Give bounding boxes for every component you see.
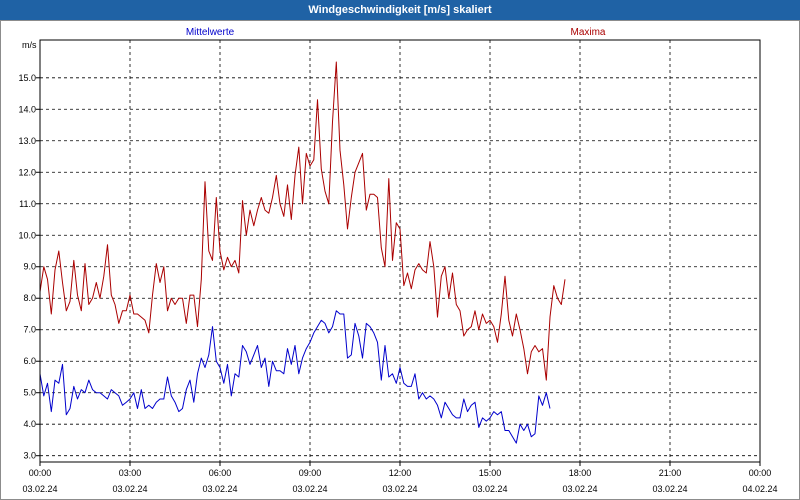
y-tick-label: 9.0	[23, 262, 36, 272]
x-tick-date: 04.02.24	[742, 484, 777, 494]
y-tick-label: 5.0	[23, 388, 36, 398]
x-tick-time: 00:00	[749, 468, 772, 478]
y-tick-label: 4.0	[23, 419, 36, 429]
chart-title-bar: Windgeschwindigkeit [m/s] skaliert	[0, 0, 800, 20]
x-tick-time: 15:00	[479, 468, 502, 478]
x-tick-time: 03:00	[119, 468, 142, 478]
x-tick-date: 03.02.24	[562, 484, 597, 494]
y-axis: 3.0 4.0 5.0 6.0 7.0 8.0 9.0 10.0 11.0 12.0 13.0 14.…	[18, 73, 40, 461]
legend-maxima: Maxima	[570, 27, 605, 38]
y-tick-label: 12.0	[18, 167, 36, 177]
series-line-maxima	[39, 61, 566, 381]
series-line-mittelwerte	[39, 310, 551, 444]
y-unit-label: m/s	[22, 40, 37, 50]
x-tick-time: 12:00	[389, 468, 412, 478]
x-tick-date: 03.02.24	[382, 484, 417, 494]
chart-title: Windgeschwindigkeit [m/s] skaliert	[308, 4, 492, 16]
x-tick-date: 03.02.24	[292, 484, 327, 494]
y-tick-label: 8.0	[23, 293, 36, 303]
y-tick-label: 6.0	[23, 356, 36, 366]
y-tick-label: 11.0	[19, 199, 36, 209]
y-tick-label: 7.0	[23, 325, 36, 335]
x-tick-time: 00:00	[29, 468, 52, 478]
x-tick-date: 03.02.24	[472, 484, 507, 494]
y-tick-label: 14.0	[18, 104, 36, 114]
y-tick-label: 15.0	[18, 73, 36, 83]
x-tick-date: 03.02.24	[112, 484, 147, 494]
grid-lines	[40, 40, 760, 462]
plot-area-border	[39, 39, 761, 463]
y-tick-label: 3.0	[23, 451, 36, 461]
x-tick-time: 06:00	[209, 468, 232, 478]
x-tick-time: 18:00	[569, 468, 592, 478]
x-tick-date: 03.02.24	[652, 484, 687, 494]
x-tick-time: 21:00	[659, 468, 682, 478]
series-lines	[39, 61, 566, 444]
legend-mittelwerte: Mittelwerte	[186, 27, 235, 38]
y-tick-label: 13.0	[18, 136, 36, 146]
x-tick-date: 03.02.24	[202, 484, 237, 494]
x-tick-time: 09:00	[299, 468, 322, 478]
x-tick-date: 03.02.24	[22, 484, 57, 494]
x-axis: 00:00 03.02.24 03:00 03.02.24 06:00 03.02.24 0…	[22, 462, 778, 494]
y-tick-label: 10.0	[18, 230, 36, 240]
